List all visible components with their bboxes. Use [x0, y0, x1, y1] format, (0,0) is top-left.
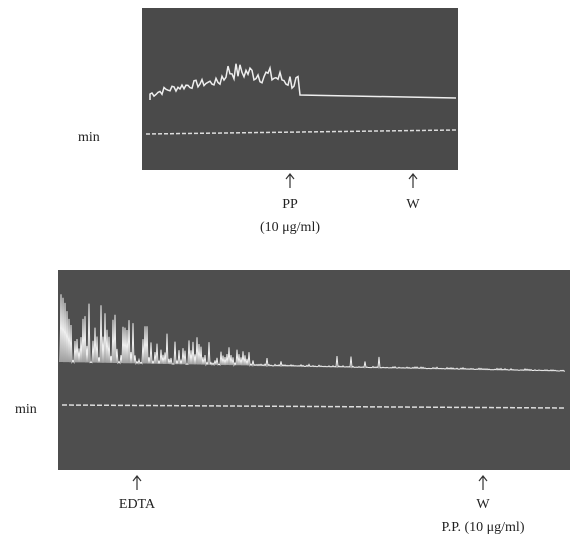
marker-sublabel: (10 μg/ml) — [260, 220, 320, 235]
arrow — [285, 173, 295, 188]
arrow — [132, 475, 142, 490]
trace-line — [59, 294, 565, 372]
marker-label: PP — [282, 197, 298, 212]
arrow — [478, 475, 488, 490]
marker-label: EDTA — [119, 497, 156, 512]
marker-label: W — [406, 197, 420, 212]
marker-sublabel: P.P. (10 μg/ml) — [442, 520, 525, 535]
trace-line — [149, 63, 457, 100]
bottom-recording — [58, 270, 570, 470]
top-baseline — [145, 129, 457, 135]
top-axis-label: min — [78, 130, 100, 145]
bottom-baseline — [61, 404, 567, 409]
bottom-trace — [59, 294, 565, 372]
arrow — [408, 173, 418, 188]
marker-label: W — [476, 497, 490, 512]
top-trace — [149, 63, 457, 100]
bottom-axis-label: min — [15, 402, 37, 417]
